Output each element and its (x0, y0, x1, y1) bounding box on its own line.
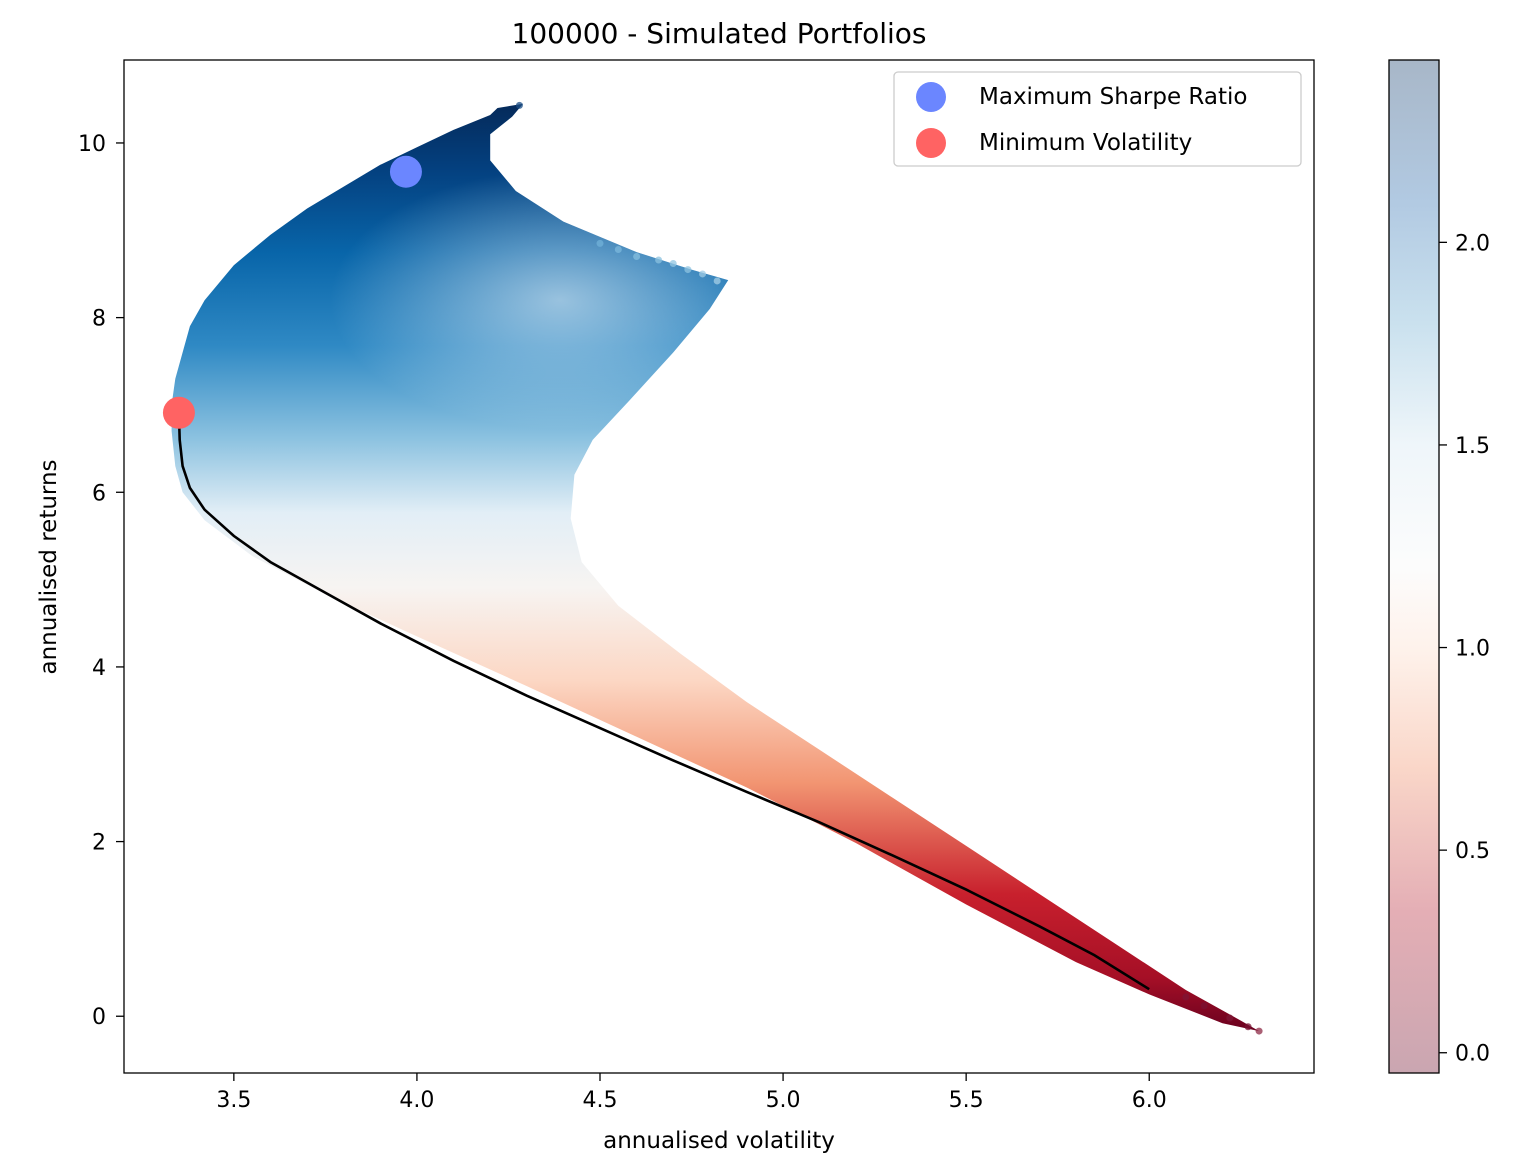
colorbar-tick-label: 1.0 (1455, 637, 1490, 662)
portfolio-dot (1244, 1023, 1252, 1031)
colorbar-tick-label: 2.0 (1455, 231, 1490, 256)
y-axis-label: annualised returns (36, 459, 62, 674)
portfolio-dot (669, 259, 677, 267)
y-tick-label: 10 (78, 132, 106, 157)
portfolio-dot (684, 266, 692, 274)
highlight-markers (162, 155, 422, 429)
x-tick-label: 4.5 (583, 1088, 618, 1113)
portfolio-dot (596, 239, 604, 247)
colorbar-tick-label: 1.5 (1455, 434, 1490, 459)
plot-frame (123, 59, 1315, 1074)
colorbar-ticks: 0.0 0.5 1.0 1.5 2.0 (1439, 231, 1490, 1067)
max-sharpe-marker (389, 155, 422, 188)
min-volatility-marker (162, 396, 195, 429)
y-tick-label: 8 (92, 307, 106, 332)
colorbar-tick-label: 0.0 (1455, 1042, 1490, 1067)
colorbar-tick-label: 0.5 (1455, 839, 1490, 864)
legend-frame (893, 71, 1302, 167)
y-tick-label: 0 (92, 1005, 106, 1030)
x-tick-label: 5.5 (949, 1088, 984, 1113)
legend: Maximum Sharpe Ratio Minimum Volatility (893, 71, 1302, 167)
chart-title: 100000 - Simulated Portfolios (512, 17, 927, 50)
portfolio-scatter-dots (515, 101, 1263, 1035)
y-tick-label: 2 (92, 831, 106, 856)
x-tick-label: 3.5 (216, 1088, 251, 1113)
efficient-frontier-line (177, 412, 1150, 991)
portfolio-dot (633, 252, 641, 260)
legend-marker-max-sharpe (916, 82, 946, 112)
y-tick-label: 4 (92, 656, 106, 681)
colorbar: 0.0 0.5 1.0 1.5 2.0 (1388, 59, 1490, 1074)
y-tick-label: 6 (92, 481, 106, 506)
legend-marker-min-volatility (916, 128, 946, 158)
colorbar-fill (1389, 60, 1439, 1073)
x-tick-label: 6.0 (1132, 1088, 1167, 1113)
x-tick-label: 4.0 (399, 1088, 434, 1113)
portfolio-dot (515, 101, 523, 109)
portfolio-dot (1200, 1002, 1208, 1010)
plot-area: 3.5 4.0 4.5 5.0 5.5 6.0 0 2 4 6 8 10 (78, 59, 1315, 1113)
portfolio-dot (699, 270, 707, 278)
portfolio-dot (614, 246, 622, 254)
portfolio-dot (1182, 993, 1190, 1001)
portfolio-dot (1255, 1027, 1263, 1035)
x-axis-ticks: 3.5 4.0 4.5 5.0 5.5 6.0 (216, 1073, 1167, 1113)
portfolio-dot (1226, 1014, 1234, 1022)
x-axis-label: annualised volatility (603, 1128, 835, 1154)
y-axis-ticks: 0 2 4 6 8 10 (78, 132, 124, 1030)
colorbar-frame (1388, 59, 1440, 1074)
portfolio-dot (655, 256, 663, 264)
legend-label-min-volatility: Minimum Volatility (979, 130, 1192, 156)
portfolio-dot (713, 277, 721, 285)
legend-label-max-sharpe: Maximum Sharpe Ratio (979, 84, 1247, 110)
x-tick-label: 5.0 (766, 1088, 801, 1113)
